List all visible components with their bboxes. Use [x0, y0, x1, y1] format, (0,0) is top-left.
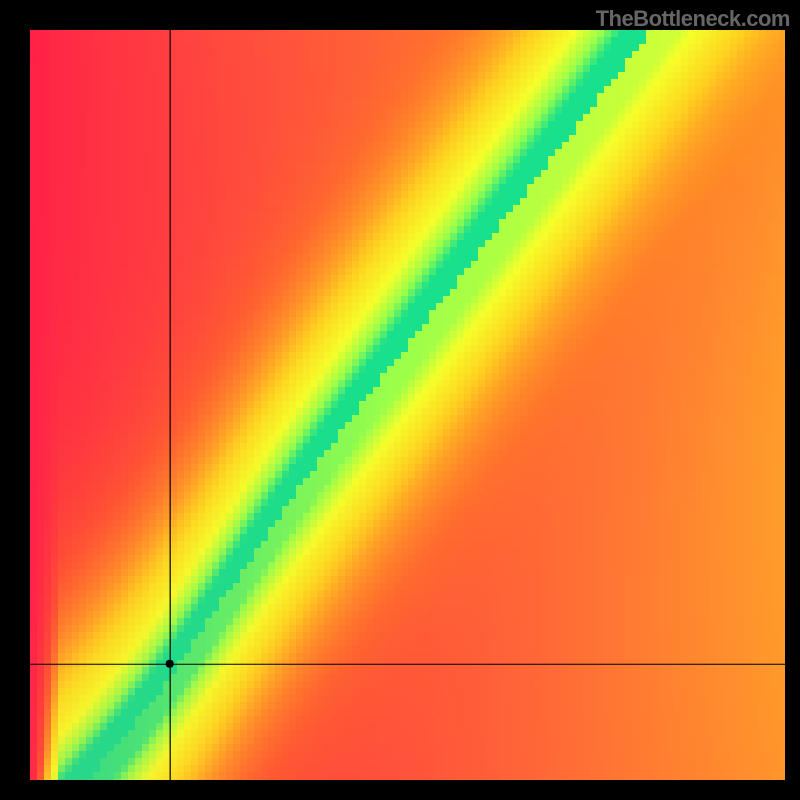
- watermark-label: TheBottleneck.com: [596, 6, 790, 32]
- heatmap-plot: [30, 30, 785, 780]
- chart-container: TheBottleneck.com: [0, 0, 800, 800]
- heatmap-canvas: [30, 30, 785, 780]
